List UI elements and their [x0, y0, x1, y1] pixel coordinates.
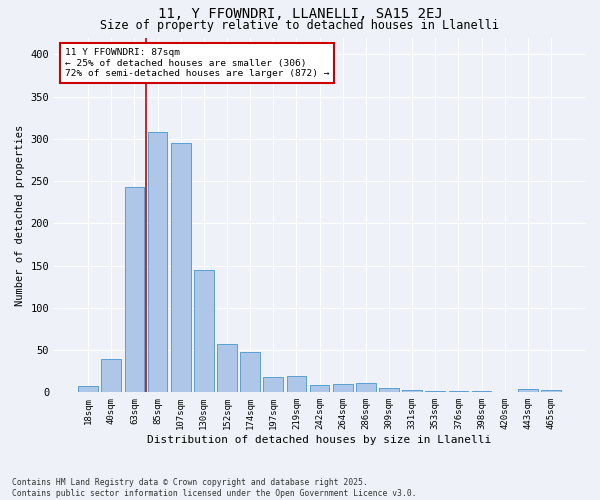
Text: 11, Y FFOWNDRI, LLANELLI, SA15 2EJ: 11, Y FFOWNDRI, LLANELLI, SA15 2EJ [158, 8, 442, 22]
Bar [541, 390, 561, 392]
Text: Contains HM Land Registry data © Crown copyright and database right 2025.
Contai: Contains HM Land Registry data © Crown c… [12, 478, 416, 498]
Bar [518, 389, 538, 392]
Bar [78, 386, 98, 392]
Bar [356, 383, 376, 392]
Bar [171, 143, 191, 392]
Bar [425, 390, 445, 392]
Bar [263, 377, 283, 392]
Text: Size of property relative to detached houses in Llanelli: Size of property relative to detached ho… [101, 19, 499, 32]
Y-axis label: Number of detached properties: Number of detached properties [15, 124, 25, 306]
Bar [403, 390, 422, 392]
Bar [217, 344, 237, 393]
Text: 11 Y FFOWNDRI: 87sqm
← 25% of detached houses are smaller (306)
72% of semi-deta: 11 Y FFOWNDRI: 87sqm ← 25% of detached h… [65, 48, 329, 78]
Bar [148, 132, 167, 392]
X-axis label: Distribution of detached houses by size in Llanelli: Distribution of detached houses by size … [148, 435, 492, 445]
Bar [125, 187, 144, 392]
Bar [379, 388, 399, 392]
Bar [310, 384, 329, 392]
Bar [287, 376, 306, 392]
Bar [333, 384, 353, 392]
Bar [241, 352, 260, 393]
Bar [194, 270, 214, 392]
Bar [101, 360, 121, 392]
